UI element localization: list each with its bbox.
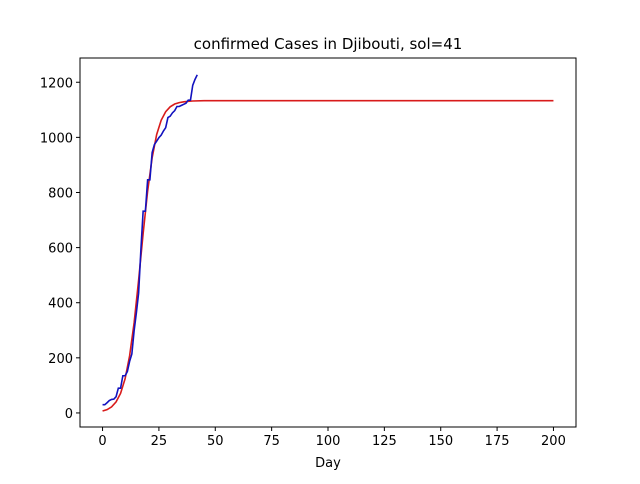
x-tick-label: 75 bbox=[263, 434, 280, 449]
x-tick-label: 125 bbox=[372, 434, 397, 449]
y-tick-label: 200 bbox=[48, 352, 73, 367]
y-tick-label: 400 bbox=[48, 297, 73, 312]
x-tick-label: 0 bbox=[98, 434, 106, 449]
y-tick-label: 0 bbox=[65, 407, 73, 422]
y-tick-label: 600 bbox=[48, 242, 73, 257]
line bbox=[102, 99, 554, 412]
y-tick-label: 1200 bbox=[40, 76, 73, 91]
plot-frame bbox=[79, 57, 577, 428]
x-tick-label: 150 bbox=[428, 434, 453, 449]
x-tick-label: 25 bbox=[151, 434, 168, 449]
chart-title: confirmed Cases in Djibouti, sol=41 bbox=[194, 35, 463, 53]
x-tick-label: 50 bbox=[207, 434, 224, 449]
x-tick-label: 200 bbox=[541, 434, 566, 449]
line bbox=[102, 74, 198, 406]
x-tick-label: 175 bbox=[485, 434, 510, 449]
y-tick-label: 800 bbox=[48, 186, 73, 201]
x-axis-label: Day bbox=[315, 456, 341, 471]
x-tick-label: 100 bbox=[316, 434, 341, 449]
y-tick-label: 1000 bbox=[40, 131, 73, 146]
